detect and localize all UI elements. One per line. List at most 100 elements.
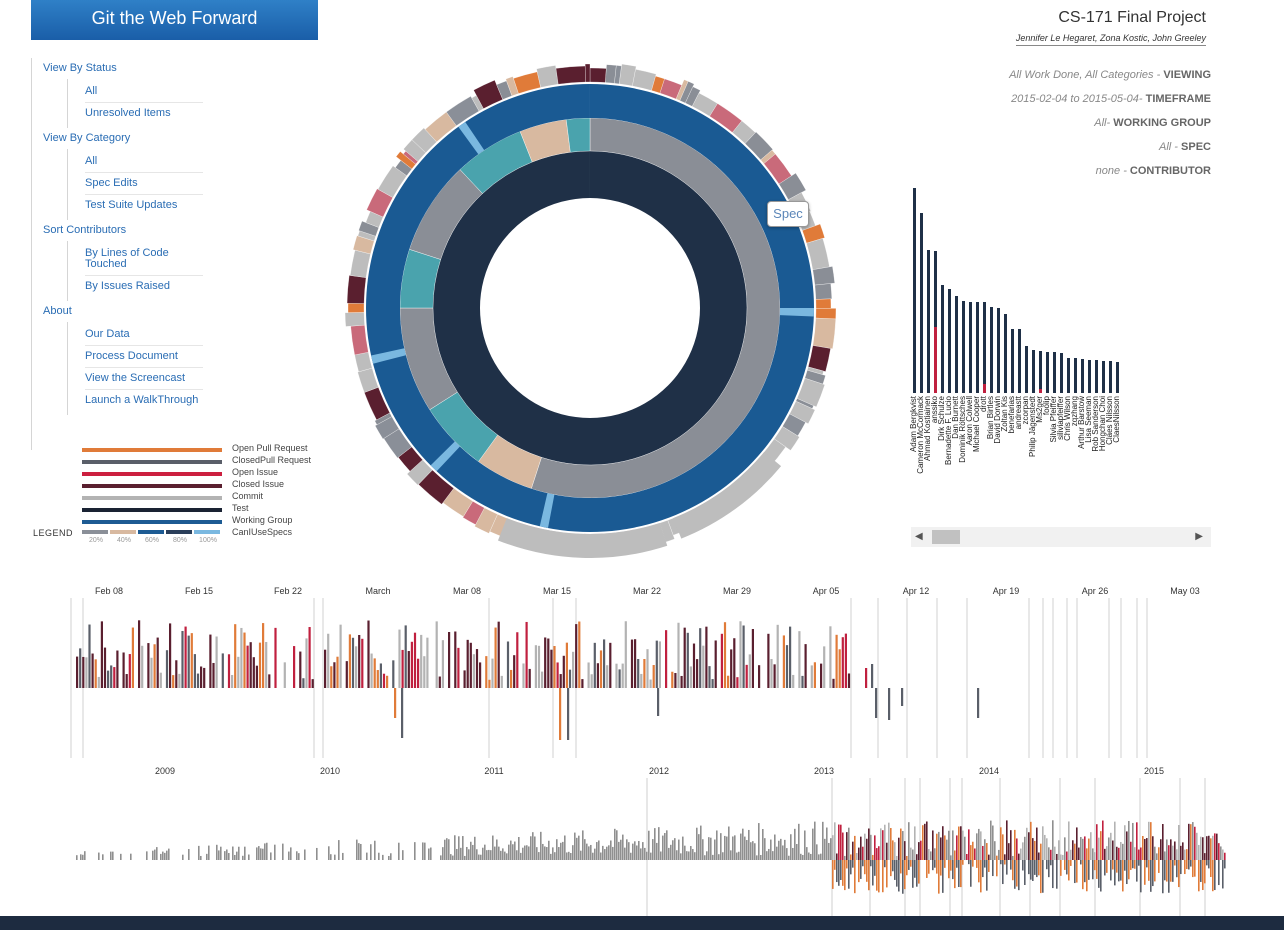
timeline-bar xyxy=(606,665,609,688)
overview-bar xyxy=(256,847,258,860)
nav-item-by-lines-of-code[interactable]: By Lines of Code Touched xyxy=(85,243,203,276)
overview-bar xyxy=(730,850,732,860)
overview-tick-label: 2013 xyxy=(814,766,834,776)
overview-bar xyxy=(484,844,486,860)
filter-timeframe: 2015-02-04 to 2015-05-04- TIMEFRAME xyxy=(1011,93,1211,105)
nav-item-process-document[interactable]: Process Document xyxy=(85,346,203,368)
overview-bar xyxy=(430,847,432,860)
nav-item-our-data[interactable]: Our Data xyxy=(85,324,203,346)
nav-head-sort-contributors[interactable]: Sort Contributors xyxy=(43,224,127,236)
nav-item-unresolved-items[interactable]: Unresolved Items xyxy=(85,107,171,119)
overview-bar xyxy=(758,823,760,860)
timeline-bar xyxy=(587,662,590,688)
nav-item-by-issues-raised[interactable]: By Issues Raised xyxy=(85,280,170,292)
overview-bar xyxy=(890,828,892,860)
overview-bar xyxy=(964,836,966,860)
overview-timeline-chart[interactable]: 2009 2010 2011 2012 2013 2014 2015 xyxy=(0,760,1284,916)
timeline-bar xyxy=(739,621,742,688)
overview-bar xyxy=(676,850,678,860)
overview-bar xyxy=(378,852,380,860)
overview-bar-negative xyxy=(1210,860,1212,877)
nav-item-view-screencast[interactable]: View the Screencast xyxy=(85,368,203,390)
contributor-bar xyxy=(962,301,965,393)
filter-value: All Work Done, All Categories - xyxy=(1009,69,1164,81)
overview-bar xyxy=(666,830,668,860)
overview-bar-negative xyxy=(914,860,916,878)
timeline-bar xyxy=(513,655,516,688)
timeline-bar xyxy=(165,650,169,688)
timeline-bar xyxy=(125,674,128,688)
nav-item-spec-edits[interactable]: Spec Edits xyxy=(85,173,203,195)
nav-head-view-by-status[interactable]: View By Status xyxy=(43,62,117,74)
overview-bar xyxy=(970,845,972,860)
overview-bar xyxy=(234,854,236,860)
overview-bar-negative xyxy=(1126,860,1128,885)
overview-tick-label: 2014 xyxy=(979,766,999,776)
overview-bar xyxy=(794,828,796,860)
legend-swatch xyxy=(82,460,222,464)
overview-bar xyxy=(1154,846,1156,860)
contributor-name-label: Bernadette F. Lucio xyxy=(944,395,953,464)
overview-bar xyxy=(548,840,550,860)
overview-bar-negative xyxy=(940,860,942,876)
overview-bar-negative xyxy=(1060,860,1062,876)
overview-bar xyxy=(1104,848,1106,860)
nav-item-test-suite-updates[interactable]: Test Suite Updates xyxy=(85,199,178,211)
timeline-bar xyxy=(373,658,376,688)
overview-bar xyxy=(992,825,994,860)
nav-head-about[interactable]: About xyxy=(43,305,72,317)
sunburst-wedge xyxy=(458,121,485,155)
overview-bar xyxy=(1048,847,1050,860)
overview-bar xyxy=(840,824,842,860)
overview-bar xyxy=(928,849,930,860)
overview-bar xyxy=(1164,851,1166,860)
timeline-bar xyxy=(265,641,268,688)
daily-timeline-chart[interactable]: Feb 08 Feb 15 Feb 22 March Mar 08 Mar 15 Mar 2… xyxy=(0,578,1284,758)
overview-bar xyxy=(208,845,210,860)
overview-bar-negative xyxy=(1064,860,1066,870)
timeline-bar xyxy=(683,627,686,688)
contributor-bar xyxy=(941,285,944,393)
filter-key: VIEWING xyxy=(1163,69,1211,81)
legend-tick: 100% xyxy=(199,537,217,544)
overview-bar-negative xyxy=(902,860,904,894)
overview-bar xyxy=(482,847,484,860)
scroll-right-arrow-icon[interactable]: ▶ xyxy=(1195,531,1203,542)
legend-swatch xyxy=(82,496,222,500)
overview-bar xyxy=(990,820,992,860)
overview-tick-label: 2010 xyxy=(320,766,340,776)
overview-bar xyxy=(508,844,510,860)
overview-bar xyxy=(1114,821,1116,860)
overview-bar xyxy=(1060,854,1062,860)
overview-bar xyxy=(1140,847,1142,860)
overview-bar-negative xyxy=(1148,860,1150,881)
overview-bar-negative xyxy=(938,860,940,894)
overview-bar-negative xyxy=(934,860,936,868)
sunburst-chart[interactable] xyxy=(340,58,840,558)
overview-bar xyxy=(1090,832,1092,860)
overview-bar-negative xyxy=(1176,860,1178,878)
scroll-left-arrow-icon[interactable]: ◀ xyxy=(915,531,923,542)
nav-head-view-by-category[interactable]: View By Category xyxy=(43,132,131,144)
timeline-bar xyxy=(776,624,779,688)
overview-bar xyxy=(648,830,650,860)
overview-bar xyxy=(188,849,190,860)
overview-bar xyxy=(632,843,634,860)
overview-bar xyxy=(976,833,978,860)
overview-bar xyxy=(638,840,640,860)
legend-scale-step xyxy=(138,530,164,534)
overview-bar xyxy=(182,854,184,860)
nav-item-launch-walkthrough[interactable]: Launch a WalkThrough xyxy=(85,394,199,406)
timeline-bar xyxy=(652,665,655,688)
overview-bar-negative xyxy=(1098,860,1100,888)
app-brand-title[interactable]: Git the Web Forward xyxy=(31,0,318,40)
overview-bar-negative xyxy=(1200,860,1202,882)
overview-bar xyxy=(1096,824,1098,860)
overview-bar xyxy=(242,855,244,860)
contributor-scrollbar[interactable]: ◀ ▶ xyxy=(911,527,1211,547)
nav-item-category-all[interactable]: All xyxy=(85,151,203,173)
scroll-thumb[interactable] xyxy=(932,530,960,544)
timeline-tick-label: Feb 15 xyxy=(185,586,213,596)
nav-item-status-all[interactable]: All xyxy=(85,81,203,103)
